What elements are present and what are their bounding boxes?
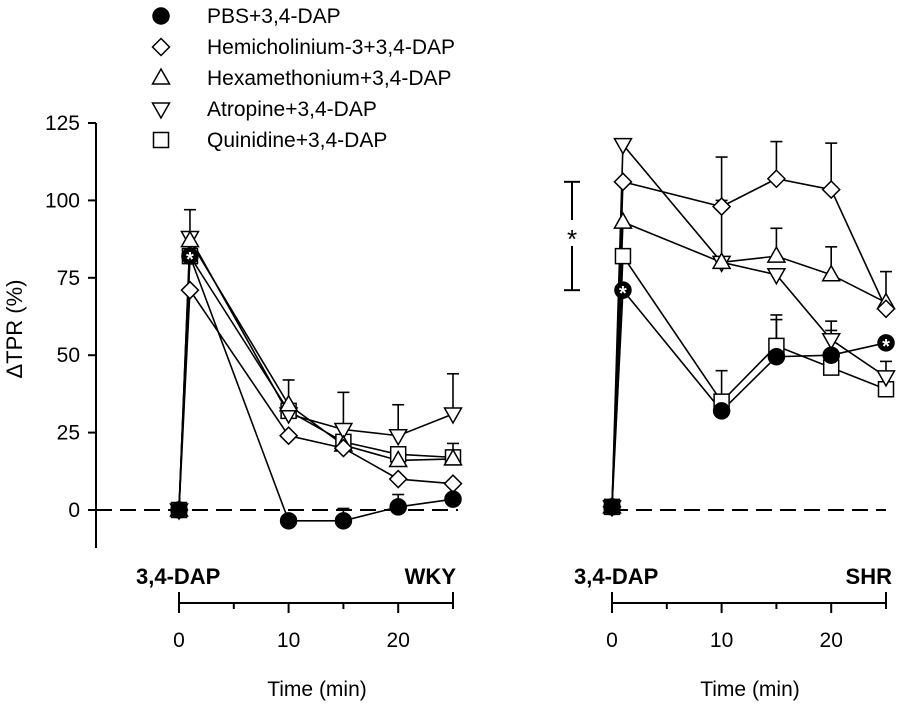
- series-wky-atropine-3-4-dap: [178, 234, 459, 511]
- significance-star: *: [619, 283, 627, 305]
- data-point-hexamethonium-3-4-dap: [443, 448, 463, 466]
- x-tick-label: 10: [277, 629, 300, 652]
- data-point-hexamethonium-3-4-dap: [613, 211, 633, 229]
- series-wky-hexamethonium-3-4-dap: [178, 237, 459, 511]
- data-point-pbs-3-4-dap: [389, 498, 407, 516]
- x-tick-label: 20: [387, 629, 410, 652]
- sig-bracket-gap: [563, 220, 581, 247]
- y-tick-label: 125: [45, 112, 80, 135]
- data-point-hemicholinium-3-3-4-dap: [876, 299, 896, 319]
- series-line: [611, 220, 887, 507]
- data-point-hemicholinium-3-3-4-dap: [180, 280, 200, 300]
- data-point-pbs-3-4-dap: [444, 490, 462, 508]
- legend-label-atropine-3-4-dap: Atropine+3,4-DAP: [207, 98, 377, 121]
- data-point-hexamethonium-3-4-dap: [821, 264, 841, 282]
- legend-label-hemicholinium-3-3-4-dap: Hemicholinium-3+3,4-DAP: [207, 36, 455, 59]
- legend-label-hexamethonium-3-4-dap: Hexamethonium+3,4-DAP: [207, 67, 452, 90]
- series-wky-hemicholinium-3-3-4-dap: [178, 287, 454, 511]
- data-point-pbs-3-4-dap: [170, 501, 188, 519]
- data-point-hemicholinium-3-3-4-dap: [821, 180, 841, 200]
- data-point-atropine-3-4-dap: [613, 137, 633, 156]
- data-point-pbs-3-4-dap: [877, 334, 895, 352]
- series-shr-atropine-3-4-dap: [611, 142, 887, 507]
- y-tick-label: 100: [45, 189, 80, 212]
- significance-star: *: [882, 336, 890, 358]
- series-line: [611, 253, 887, 507]
- series-shr-hemicholinium-3-3-4-dap: [611, 140, 892, 507]
- series-line: [611, 288, 887, 507]
- series-wky-pbs-3-4-dap: [178, 208, 459, 522]
- injection-label-wky: 3,4-DAP: [136, 564, 220, 589]
- data-point-pbs-3-4-dap: [181, 247, 199, 265]
- series-shr-hexamethonium-3-4-dap: [611, 220, 887, 507]
- data-point-pbs-3-4-dap: [279, 512, 298, 530]
- y-axis-label: ΔTPR (%): [2, 279, 27, 378]
- data-point-atropine-3-4-dap: [443, 407, 463, 425]
- x-tick-label: 0: [606, 629, 618, 652]
- data-point-hemicholinium-3-3-4-dap: [333, 438, 353, 458]
- data-point-atropine-3-4-dap: [766, 267, 787, 286]
- data-point-quinidine-3-4-dap: [614, 247, 632, 265]
- series-line: [178, 255, 454, 522]
- y-tick-label: 25: [57, 422, 80, 445]
- y-axis: ΔTPR (%) 0 25 50 75 100 125: [2, 112, 97, 548]
- data-point-hemicholinium-3-3-4-dap: [388, 469, 408, 489]
- panel-shr: 3,4-DAP SHR Time (min) 0 10 20 * * *: [563, 137, 896, 701]
- series-line: [178, 287, 454, 511]
- series-line: [178, 237, 454, 511]
- x-tick-label: 0: [173, 629, 185, 652]
- data-point-hemicholinium-3-3-4-dap: [766, 169, 786, 189]
- data-point-pbs-3-4-dap: [614, 281, 632, 299]
- y-tick-label: 50: [57, 344, 80, 367]
- data-point-hemicholinium-3-3-4-dap: [443, 474, 463, 494]
- data-point-hexamethonium-3-4-dap: [766, 245, 787, 263]
- data-point-pbs-3-4-dap: [603, 498, 621, 516]
- series-line: [178, 253, 454, 511]
- data-point-pbs-3-4-dap: [334, 512, 353, 530]
- series-line: [611, 142, 887, 507]
- x-axis-label-wky: Time (min): [267, 678, 367, 701]
- data-point-hexamethonium-3-4-dap: [711, 251, 732, 270]
- data-point-atropine-3-4-dap: [388, 428, 408, 447]
- x-tick-label: 20: [820, 629, 843, 652]
- series-line: [178, 234, 454, 511]
- data-point-atropine-3-4-dap: [333, 422, 354, 441]
- legend-marker-hexamethonium-3-4-dap: [151, 67, 171, 85]
- data-point-hexamethonium-3-4-dap: [388, 449, 408, 468]
- panel-wky: 3,4-DAP WKY Time (min) 0 10 20 *: [96, 208, 463, 701]
- data-point-hexamethonium-3-4-dap: [180, 230, 200, 248]
- x-axis-label-shr: Time (min): [700, 678, 800, 701]
- significance-star: *: [186, 249, 194, 271]
- legend-marker-atropine-3-4-dap: [151, 102, 171, 120]
- y-tick-label: 75: [57, 267, 80, 290]
- legend-label-quinidine-3-4-dap: Quinidine+3,4-DAP: [207, 129, 387, 152]
- x-tick-label: 10: [710, 629, 733, 652]
- strain-label-wky: WKY: [405, 564, 457, 589]
- legend-label-pbs-3-4-dap: PBS+3,4-DAP: [207, 5, 341, 28]
- series-line: [611, 177, 887, 507]
- data-point-atropine-3-4-dap: [821, 332, 841, 351]
- data-point-pbs-3-4-dap: [767, 347, 786, 366]
- data-point-hemicholinium-3-3-4-dap: [712, 197, 732, 217]
- legend: PBS+3,4-DAP Hemicholinium-3+3,4-DAP Hexame…: [151, 5, 455, 152]
- legend-marker-hemicholinium-3-3-4-dap: [151, 37, 171, 57]
- data-point-pbs-3-4-dap: [822, 346, 840, 364]
- series-wky-quinidine-3-4-dap: [178, 253, 454, 511]
- data-point-hemicholinium-3-3-4-dap: [613, 172, 633, 192]
- sig-bracket-label: *: [567, 224, 577, 254]
- strain-label-shr: SHR: [846, 564, 893, 589]
- injection-label-shr: 3,4-DAP: [574, 564, 658, 589]
- data-point-hexamethonium-3-4-dap: [278, 394, 299, 412]
- series-shr-pbs-3-4-dap: [611, 288, 887, 507]
- data-point-pbs-3-4-dap: [712, 402, 731, 420]
- data-point-atropine-3-4-dap: [876, 370, 896, 388]
- legend-marker-quinidine-3-4-dap: [152, 131, 170, 149]
- legend-marker-pbs-3-4-dap: [152, 7, 170, 25]
- data-point-hemicholinium-3-3-4-dap: [279, 426, 299, 446]
- y-tick-label: 0: [68, 499, 80, 522]
